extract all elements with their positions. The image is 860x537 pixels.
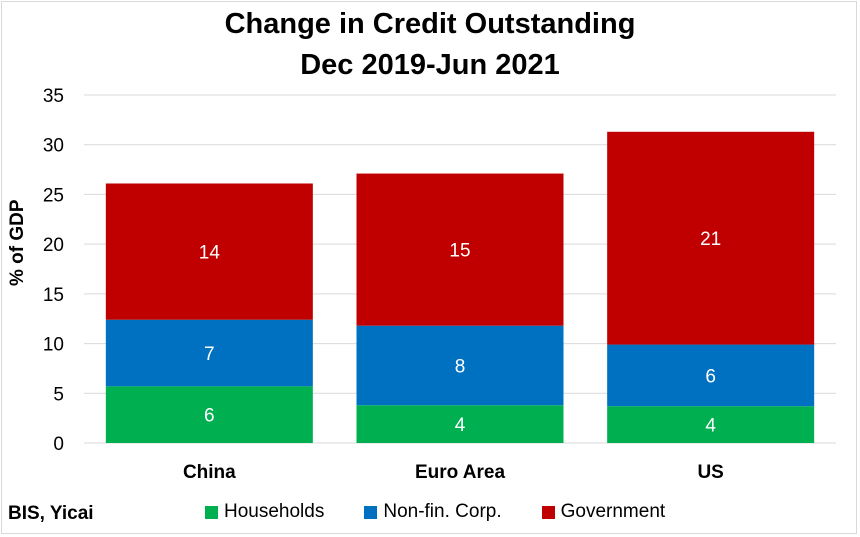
data-label: 15 (449, 241, 470, 262)
x-tick-label: China (183, 462, 236, 483)
bar-households-china (105, 386, 313, 443)
bar-non-fin-corp--us (607, 344, 815, 407)
y-tick-label: 0 (53, 434, 64, 455)
legend-label-households: Households (224, 501, 325, 522)
y-tick-label: 35 (43, 86, 64, 107)
data-label: 4 (455, 415, 466, 436)
bar-non-fin-corp--euro-area (356, 325, 564, 406)
bar-government-euro-area (356, 173, 564, 326)
chart-subtitle: Dec 2019-Jun 2021 (300, 49, 560, 81)
y-tick-label: 15 (43, 285, 64, 306)
y-tick-label: 20 (43, 235, 64, 256)
data-label: 6 (705, 366, 716, 387)
y-tick-label: 5 (53, 384, 64, 405)
legend-swatch-government (541, 505, 555, 519)
bar-government-china (105, 183, 313, 320)
y-tick-label: 10 (43, 335, 64, 356)
data-label: 6 (204, 406, 215, 427)
x-tick-label: Euro Area (415, 462, 506, 483)
bar-households-us (607, 406, 815, 443)
legend-label-government: Government (560, 501, 666, 522)
data-label: 4 (705, 416, 716, 437)
bar-government-us (607, 131, 815, 345)
source-note: BIS, Yicai (8, 503, 94, 524)
legend-item-government: Government (541, 501, 666, 523)
data-label: 21 (700, 229, 721, 250)
legend-item-households: Households (205, 501, 324, 523)
bar-households-euro-area (356, 405, 564, 443)
legend-item-nonfin-corp: Non-fin. Corp. (364, 501, 502, 523)
y-tick-label: 30 (43, 136, 64, 157)
legend-swatch-households (205, 505, 218, 519)
chart-title: Change in Credit Outstanding (224, 8, 636, 40)
data-label: 7 (204, 344, 215, 365)
data-label: 8 (455, 356, 466, 377)
data-label: 14 (199, 243, 221, 264)
legend: Households Non-fin. Corp. Government (205, 501, 665, 523)
legend-label-nonfin-corp: Non-fin. Corp. (383, 501, 502, 522)
legend-swatch-nonfin-corp (364, 505, 378, 519)
y-tick-label: 25 (43, 185, 64, 206)
x-tick-label: US (697, 462, 723, 483)
bar-non-fin-corp--china (105, 319, 313, 387)
